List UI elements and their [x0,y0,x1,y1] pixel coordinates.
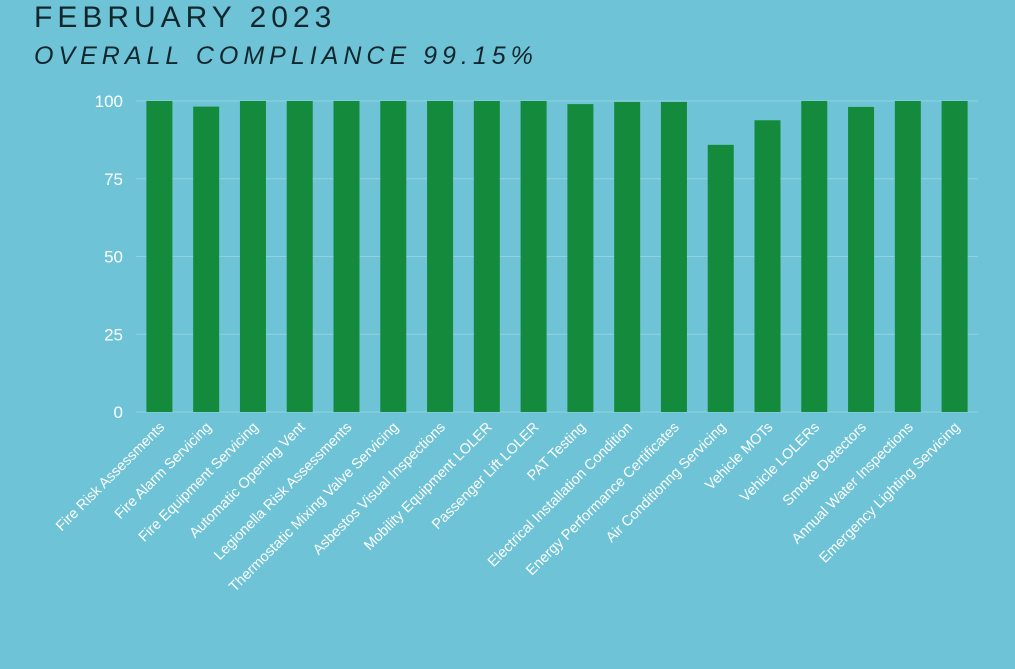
bar-18 [941,101,968,412]
page-title: FEBRUARY 2023 [34,1,337,34]
bar-11 [614,101,641,413]
bar-13 [707,144,734,412]
y-tick-label-25: 25 [104,325,123,344]
bar-8 [473,101,500,412]
y-tick-label-75: 75 [104,170,123,189]
bar-3 [239,101,266,412]
bar-1 [146,101,173,412]
bar-14 [754,120,781,413]
x-tick-label-15: Vehicle LOLERs [737,420,823,506]
bar-16 [848,106,875,412]
x-tick-label-16: Smoke Detectors [780,420,870,510]
bar-5 [333,101,360,412]
bar-9 [520,101,547,412]
bar-7 [427,101,454,412]
bar-4 [286,101,313,412]
bar-17 [894,101,921,412]
page-subtitle: OVERALL COMPLIANCE 99.15% [34,42,538,70]
bar-15 [801,101,828,412]
bar-12 [660,101,687,413]
bar-2 [193,106,220,413]
y-tick-label-50: 50 [104,248,123,267]
x-tick-label-6: Thermostatic Mixing Valve Servicing [226,420,402,596]
bar-6 [380,101,407,412]
y-tick-label-0: 0 [114,403,123,422]
bar-10 [567,104,594,413]
y-tick-label-100: 100 [95,92,123,111]
